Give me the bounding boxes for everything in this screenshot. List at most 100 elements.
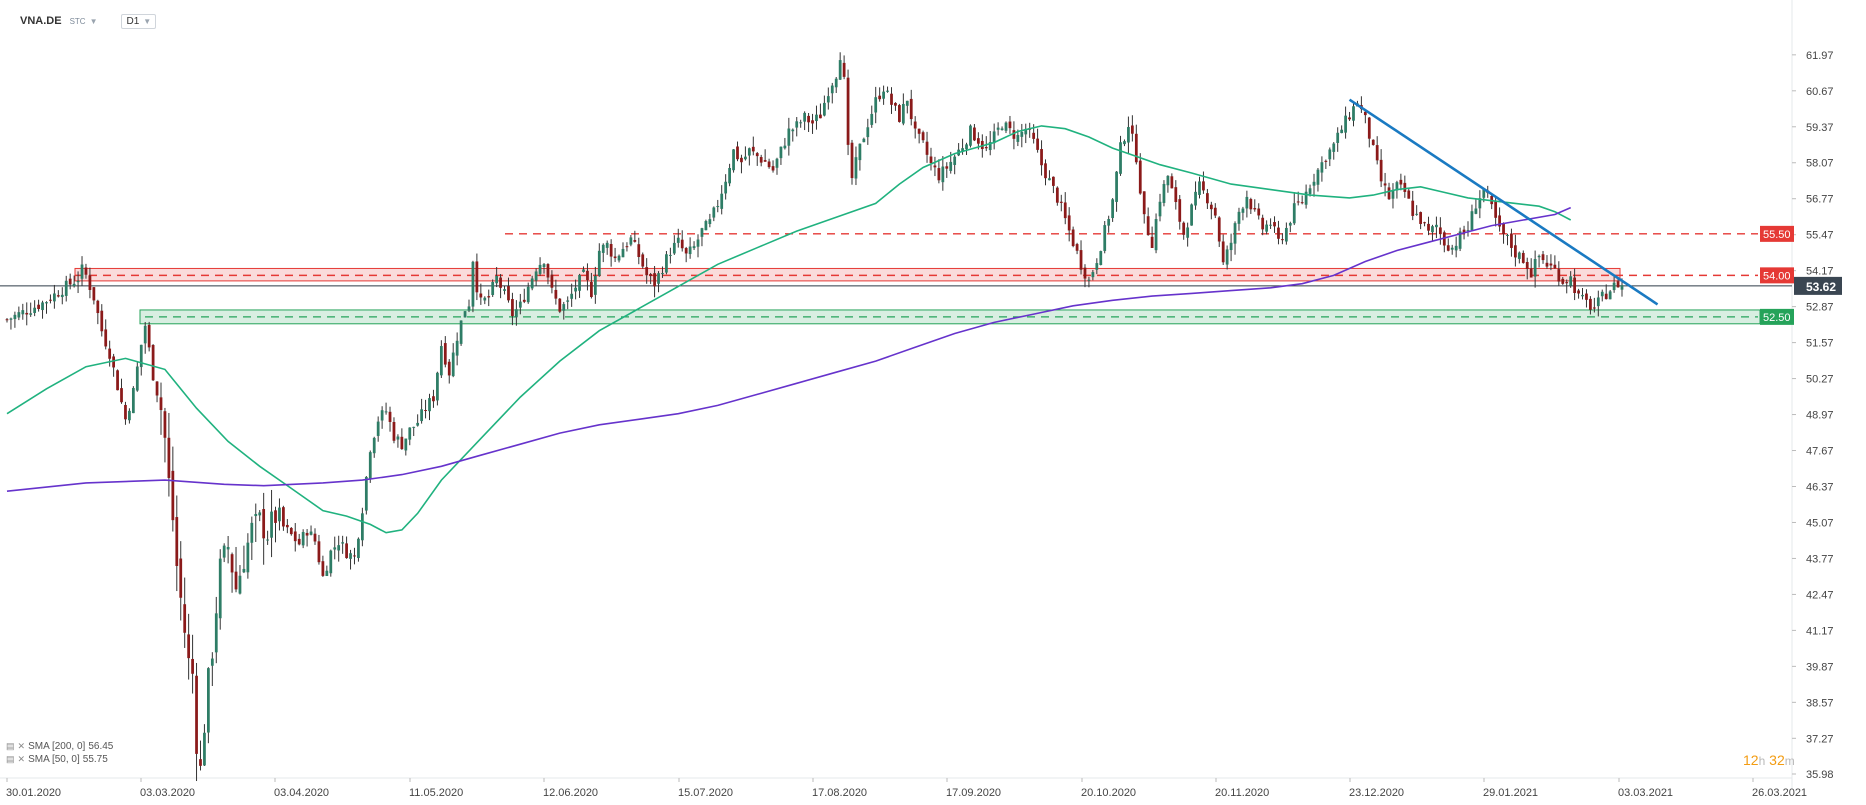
y-tick-label: 39.87 (1806, 661, 1834, 673)
candle-bullish (333, 547, 337, 550)
zones (74, 233, 1761, 325)
candle-bullish (1352, 106, 1355, 121)
candle-bullish (668, 254, 672, 256)
candle-bearish (641, 254, 645, 267)
symbol-label[interactable]: VNA.DE (20, 15, 62, 27)
candle-bullish (368, 452, 372, 480)
candle-bullish (822, 102, 826, 116)
candle-bearish (929, 156, 933, 164)
candle-bullish (404, 438, 408, 451)
settings-icon[interactable]: ▤ (6, 741, 15, 751)
x-tick-label: 17.09.2020 (946, 787, 1001, 799)
candle-bearish (1059, 201, 1063, 203)
candle-bullish (222, 545, 226, 558)
legend-sma200-label: SMA [200, 0] (28, 741, 86, 752)
candle-bullish (1458, 231, 1462, 249)
candle-bullish (1292, 203, 1296, 224)
candle-bearish (546, 264, 550, 278)
timer-minutes-unit: m (1784, 754, 1795, 768)
candle-bearish (1545, 262, 1549, 267)
candle-bullish (1154, 219, 1158, 251)
close-icon[interactable]: ✕ (17, 754, 26, 764)
candle-bullish (1245, 196, 1249, 209)
y-tick-label: 48.97 (1806, 410, 1834, 422)
y-tick-label: 51.57 (1806, 338, 1834, 350)
candle-bearish (321, 561, 325, 576)
candle-bearish (183, 604, 187, 633)
candle-bullish (1024, 128, 1028, 135)
settings-icon[interactable]: ▤ (6, 754, 15, 764)
candle-bullish (692, 246, 696, 249)
candle-bearish (1146, 216, 1150, 236)
candle-bearish (590, 281, 593, 297)
candle-bearish (159, 397, 163, 411)
candle-bullish (1316, 169, 1320, 185)
candle-bullish (1095, 263, 1099, 270)
candle-bullish (961, 148, 964, 152)
candle-bullish (1186, 227, 1190, 238)
caret-down-icon[interactable]: ▼ (89, 16, 98, 26)
candle-bullish (341, 542, 345, 544)
x-tick-label: 20.10.2020 (1081, 787, 1136, 799)
candle-bearish (1423, 222, 1426, 224)
candle-bullish (696, 239, 700, 247)
y-tick-label: 54.17 (1806, 266, 1834, 278)
candle-bullish (1241, 208, 1245, 213)
candle-bearish (558, 298, 562, 312)
candle-bearish (282, 507, 285, 527)
candle-bullish (128, 410, 131, 421)
candle-bearish (171, 470, 175, 521)
candle-bullish (242, 568, 246, 573)
candle-bullish (815, 114, 818, 122)
candle-bearish (755, 153, 759, 157)
candle-bearish (1071, 229, 1075, 247)
candle-bearish (120, 388, 123, 403)
chart-mode-label[interactable]: STC (69, 16, 86, 26)
candle-bullish (1107, 219, 1111, 226)
candle-bearish (1557, 269, 1561, 282)
candle-bearish (1063, 202, 1067, 219)
candle-bullish (1229, 242, 1233, 251)
candle-bullish (1119, 142, 1122, 174)
candle-bullish (744, 156, 747, 160)
y-tick-label: 38.57 (1806, 697, 1834, 709)
timeframe-dropdown[interactable]: D1 ▼ (121, 13, 157, 29)
candle-bullish (1415, 213, 1419, 215)
candle-bullish (992, 131, 996, 144)
candle-bearish (1442, 232, 1446, 246)
candle-bullish (826, 96, 830, 103)
resistance-price-tag: 55.50 (1763, 229, 1791, 241)
candle-bearish (1075, 244, 1079, 251)
candle-bullish (704, 221, 708, 231)
legend-sma200[interactable]: ▤ ✕ SMA [200, 0] 56.45 (6, 740, 113, 753)
close-icon[interactable]: ✕ (17, 741, 26, 751)
candle-bearish (1549, 263, 1553, 266)
candle-bullish (1194, 191, 1197, 206)
support-price-tag-box (1760, 308, 1794, 325)
candle-bullish (1269, 224, 1272, 226)
candle-bullish (905, 100, 909, 106)
candle-bearish (1375, 145, 1379, 161)
candle-bearish (447, 361, 451, 376)
candle-bullish (720, 193, 724, 209)
x-tick-label: 30.01.2020 (6, 787, 61, 799)
candle-bullish (676, 237, 680, 243)
legend-sma50[interactable]: ▤ ✕ SMA [50, 0] 55.75 (6, 753, 113, 766)
candle-bearish (1371, 139, 1375, 145)
candle-bullish (830, 85, 834, 94)
candle-bullish (1608, 291, 1612, 300)
timer-minutes: 32 (1769, 752, 1785, 768)
candle-bullish (582, 269, 585, 272)
candle-bearish (1363, 111, 1367, 116)
candle-bearish (980, 140, 984, 150)
x-tick-label: 29.01.2021 (1483, 787, 1538, 799)
candle-bullish (866, 127, 870, 138)
candle-bullish (1328, 149, 1332, 160)
candle-bullish (882, 91, 885, 99)
candle-bullish (1450, 247, 1454, 250)
candle-bearish (313, 533, 317, 542)
candle-bearish (234, 571, 238, 590)
candle-bullish (574, 287, 577, 292)
candle-bearish (807, 115, 810, 123)
